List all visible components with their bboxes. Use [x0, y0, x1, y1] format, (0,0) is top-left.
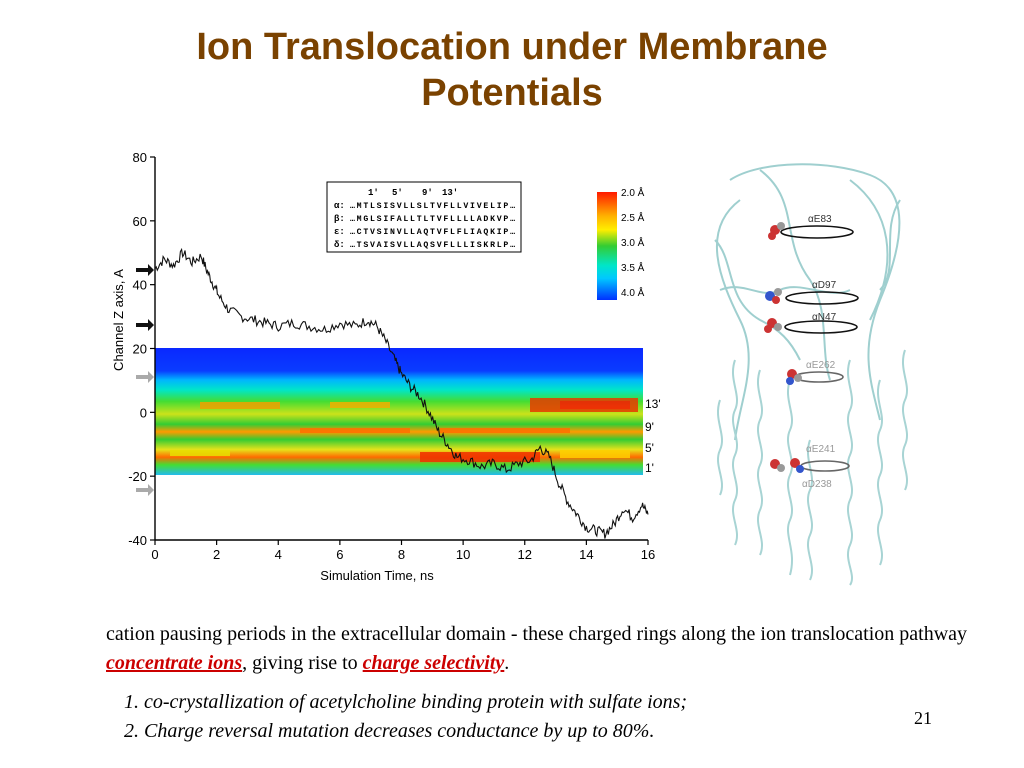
colorbar: 2.0 Å 2.5 Å 3.0 Å 3.5 Å 4.0 Å: [597, 186, 645, 300]
x-tick-label: 16: [641, 547, 655, 562]
sequence-text: …MTLSISVLLSLTVFLLVIVELIP…: [350, 202, 515, 211]
y-tick-label: 40: [133, 278, 147, 293]
sequence-inset: 1' 5' 9' 13' α: …MTLSISVLLSLTVFLLVIVELIP… β: ……: [326, 181, 522, 253]
label-aE262: αE262: [806, 360, 836, 371]
label-aD97: αD97: [812, 280, 837, 291]
x-tick-label: 2: [213, 547, 220, 562]
ring-label: 13': [645, 397, 661, 411]
sequence-text: …CTVSINVLLAQTVFLFLIAQKIP…: [350, 228, 515, 237]
receptor-structure: [714, 163, 908, 586]
reference-item-2: 2. Charge reversal mutation decreases co…: [124, 720, 655, 742]
page-number: 21: [914, 708, 932, 728]
x-tick-label: 0: [151, 547, 158, 562]
colorbar-label: 2.5 Å: [621, 211, 645, 224]
sequence-position-label: 1': [368, 188, 379, 198]
label-aE83: αE83: [808, 214, 832, 225]
y-tick-label: -40: [128, 533, 147, 548]
title-line-1: Ion Translocation under Membrane: [196, 26, 828, 68]
sequence-header: 1' 5' 9' 13': [368, 188, 458, 198]
x-tick-label: 6: [336, 547, 343, 562]
y-tick-label: 80: [133, 150, 147, 165]
ion-trajectory-line: [154, 247, 649, 539]
sequence-position-label: 13': [442, 188, 458, 198]
x-axis-ticks: 0 2 4 6 8 10 12 14 16: [151, 540, 655, 562]
highlight-charge-selectivity: charge selectivity: [362, 652, 505, 674]
left-arrows: [136, 264, 154, 496]
y-tick-label: 0: [140, 405, 147, 420]
colorbar-label: 4.0 Å: [621, 286, 645, 299]
colorbar-label: 3.0 Å: [621, 236, 645, 249]
reference-item-1: 1. co-crystallization of acetylcholine b…: [124, 691, 688, 713]
colorbar-labels: 2.0 Å 2.5 Å 3.0 Å 3.5 Å 4.0 Å: [621, 186, 645, 299]
x-tick-label: 12: [518, 547, 532, 562]
y-tick-label: -20: [128, 469, 147, 484]
y-tick-label: 20: [133, 342, 147, 357]
reference-list: 1. co-crystallization of acetylcholine b…: [124, 688, 884, 746]
sequence-rows: α: …MTLSISVLLSLTVFLLVIVELIP… β: …MGLSIFALLT…: [334, 201, 515, 250]
x-tick-label: 10: [456, 547, 470, 562]
colorbar-gradient: [597, 192, 617, 300]
body-part-2: , giving rise to: [242, 652, 363, 674]
x-axis-label: Simulation Time, ns: [320, 568, 434, 583]
sequence-text: …TSVAISVLLAQSVFLLLISKRLP…: [350, 241, 515, 250]
label-aE241: αE241: [806, 444, 836, 455]
x-tick-label: 4: [275, 547, 282, 562]
residue-atoms: [764, 222, 804, 473]
ring-label: 5': [645, 441, 654, 455]
x-tick-label: 14: [579, 547, 593, 562]
x-tick-label: 8: [398, 547, 405, 562]
highlight-concentrate-ions: concentrate ions: [106, 652, 243, 674]
label-aD238: αD238: [802, 479, 832, 490]
body-part-1: cation pausing periods in the extracellu…: [106, 623, 968, 645]
title-line-2: Potentials: [421, 72, 603, 114]
y-tick-label: 60: [133, 214, 147, 229]
sequence-text: …MGLSIFALLTLTVFLLLLADKVP…: [350, 215, 515, 224]
sequence-subunit: α:: [334, 201, 345, 211]
colorbar-label: 3.5 Å: [621, 261, 645, 274]
ring-label: 1': [645, 461, 654, 475]
y-axis-ticks: -40 -20 0 20 40 60 80: [128, 150, 155, 548]
body-part-3: .: [504, 652, 510, 674]
ring-labels: 13' 9' 5' 1': [645, 397, 661, 475]
figure: 0 2 4 6 8 10 12 14 16 -40 -20 0 20 40 60 80 Simulation…: [111, 150, 908, 586]
heatmap-hotspots: [170, 398, 638, 462]
slide-title: Ion Translocation under Membrane Potenti…: [0, 24, 1024, 116]
body-paragraph: cation pausing periods in the extracellu…: [106, 620, 986, 678]
sequence-position-label: 9': [422, 188, 433, 198]
sequence-position-label: 5': [392, 188, 403, 198]
label-aN47: αN47: [812, 312, 837, 323]
ring-label: 9': [645, 420, 654, 434]
sequence-subunit: ε:: [334, 227, 345, 237]
y-axis-label: Channel Z axis, A: [111, 269, 126, 371]
sequence-subunit: β:: [334, 214, 345, 224]
sequence-subunit: δ:: [334, 240, 345, 250]
colorbar-label: 2.0 Å: [621, 186, 645, 199]
